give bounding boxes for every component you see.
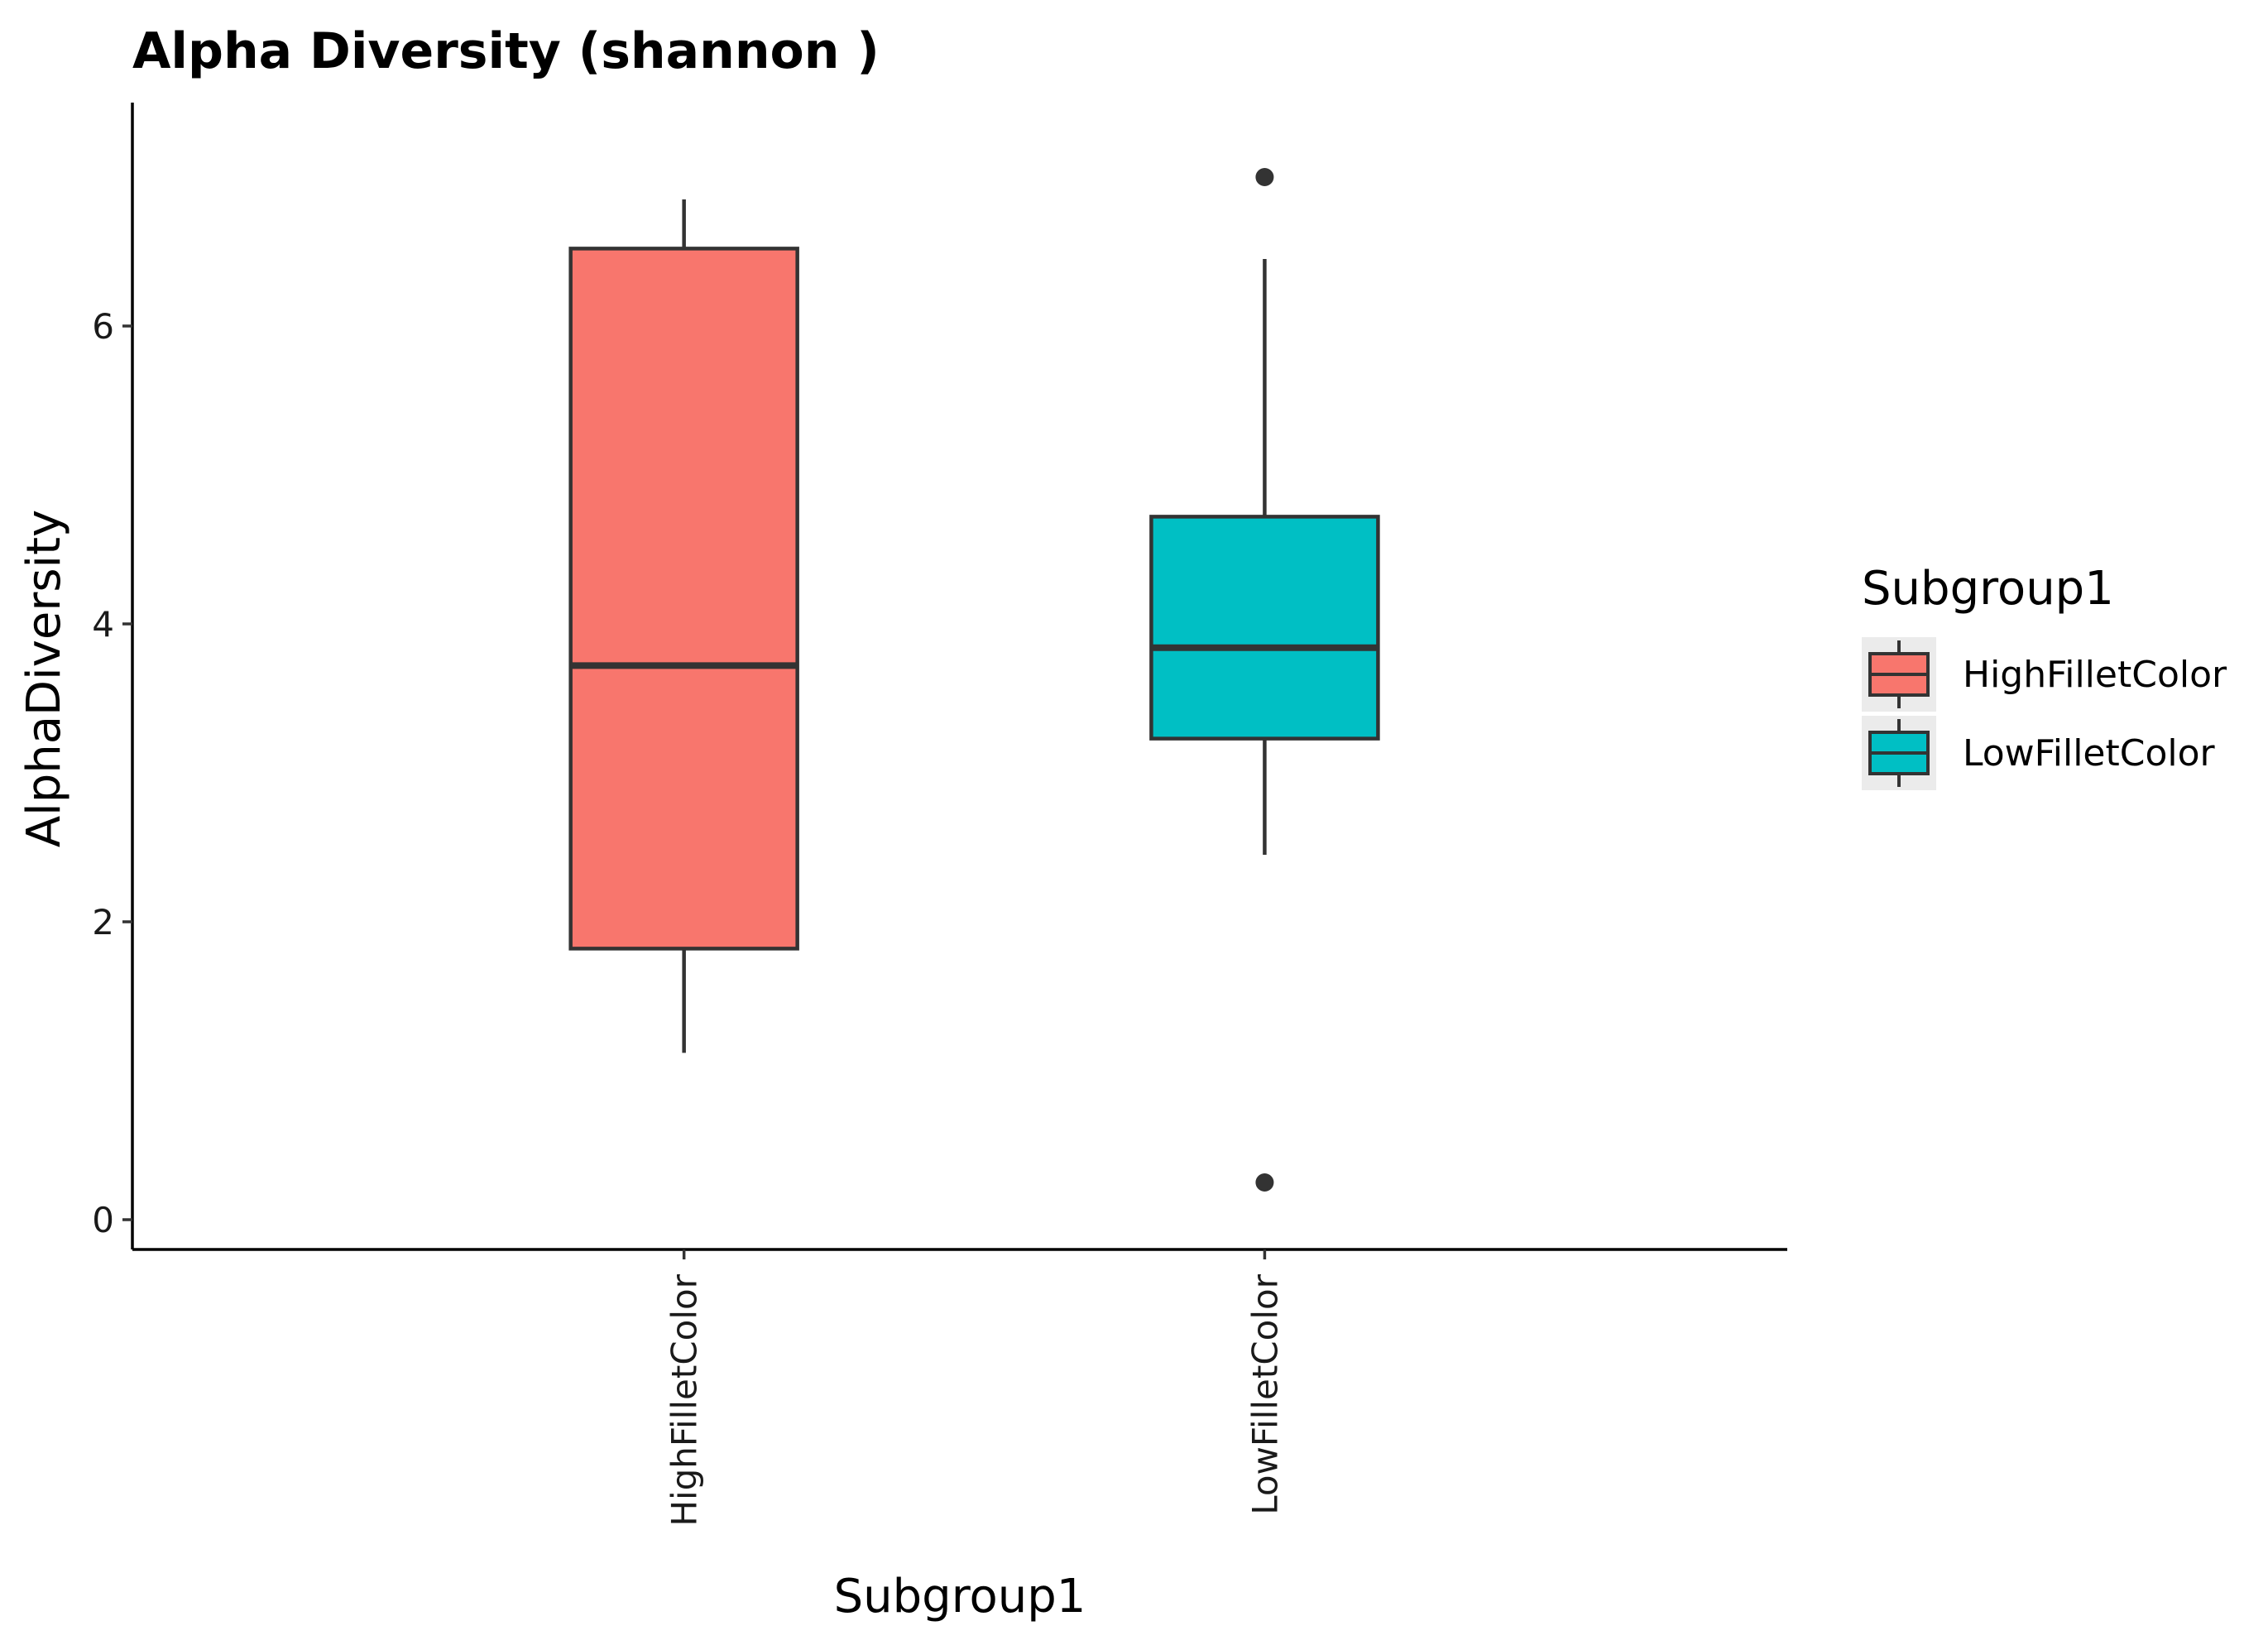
chart-title: Alpha Diversity (shannon ) — [132, 22, 880, 80]
legend-label: LowFilletColor — [1963, 732, 2216, 775]
outlier-point — [1255, 168, 1274, 186]
plot-area — [568, 168, 1380, 1192]
box-iqr — [1149, 515, 1380, 741]
x-tick-label: HighFilletColor — [664, 1273, 705, 1526]
y-tick-label: 6 — [92, 306, 114, 347]
y-tick-label: 4 — [92, 604, 114, 645]
outlier-point — [1255, 1173, 1274, 1192]
box-group-lowfilletcolor — [1149, 168, 1380, 1192]
y-axis-ticks: 0 2 4 6 — [92, 306, 132, 1240]
y-tick-label: 2 — [92, 902, 114, 942]
box-group-highfilletcolor — [568, 199, 799, 1053]
x-tick-label: LowFilletColor — [1244, 1273, 1285, 1515]
legend-key-highfilletcolor — [1862, 637, 1936, 712]
x-axis-title: Subgroup1 — [834, 1570, 1086, 1623]
y-axis-title: AlphaDiversity — [17, 510, 71, 847]
box-iqr — [568, 247, 799, 951]
y-tick-label: 0 — [92, 1200, 114, 1240]
legend-title: Subgroup1 — [1862, 562, 2114, 616]
legend-key-lowfilletcolor — [1862, 716, 1936, 790]
legend: Subgroup1 HighFilletColor LowFilletColor — [1862, 562, 2227, 790]
x-axis-ticks: HighFilletColor LowFilletColor — [664, 1249, 1285, 1527]
legend-label: HighFilletColor — [1963, 654, 2227, 696]
